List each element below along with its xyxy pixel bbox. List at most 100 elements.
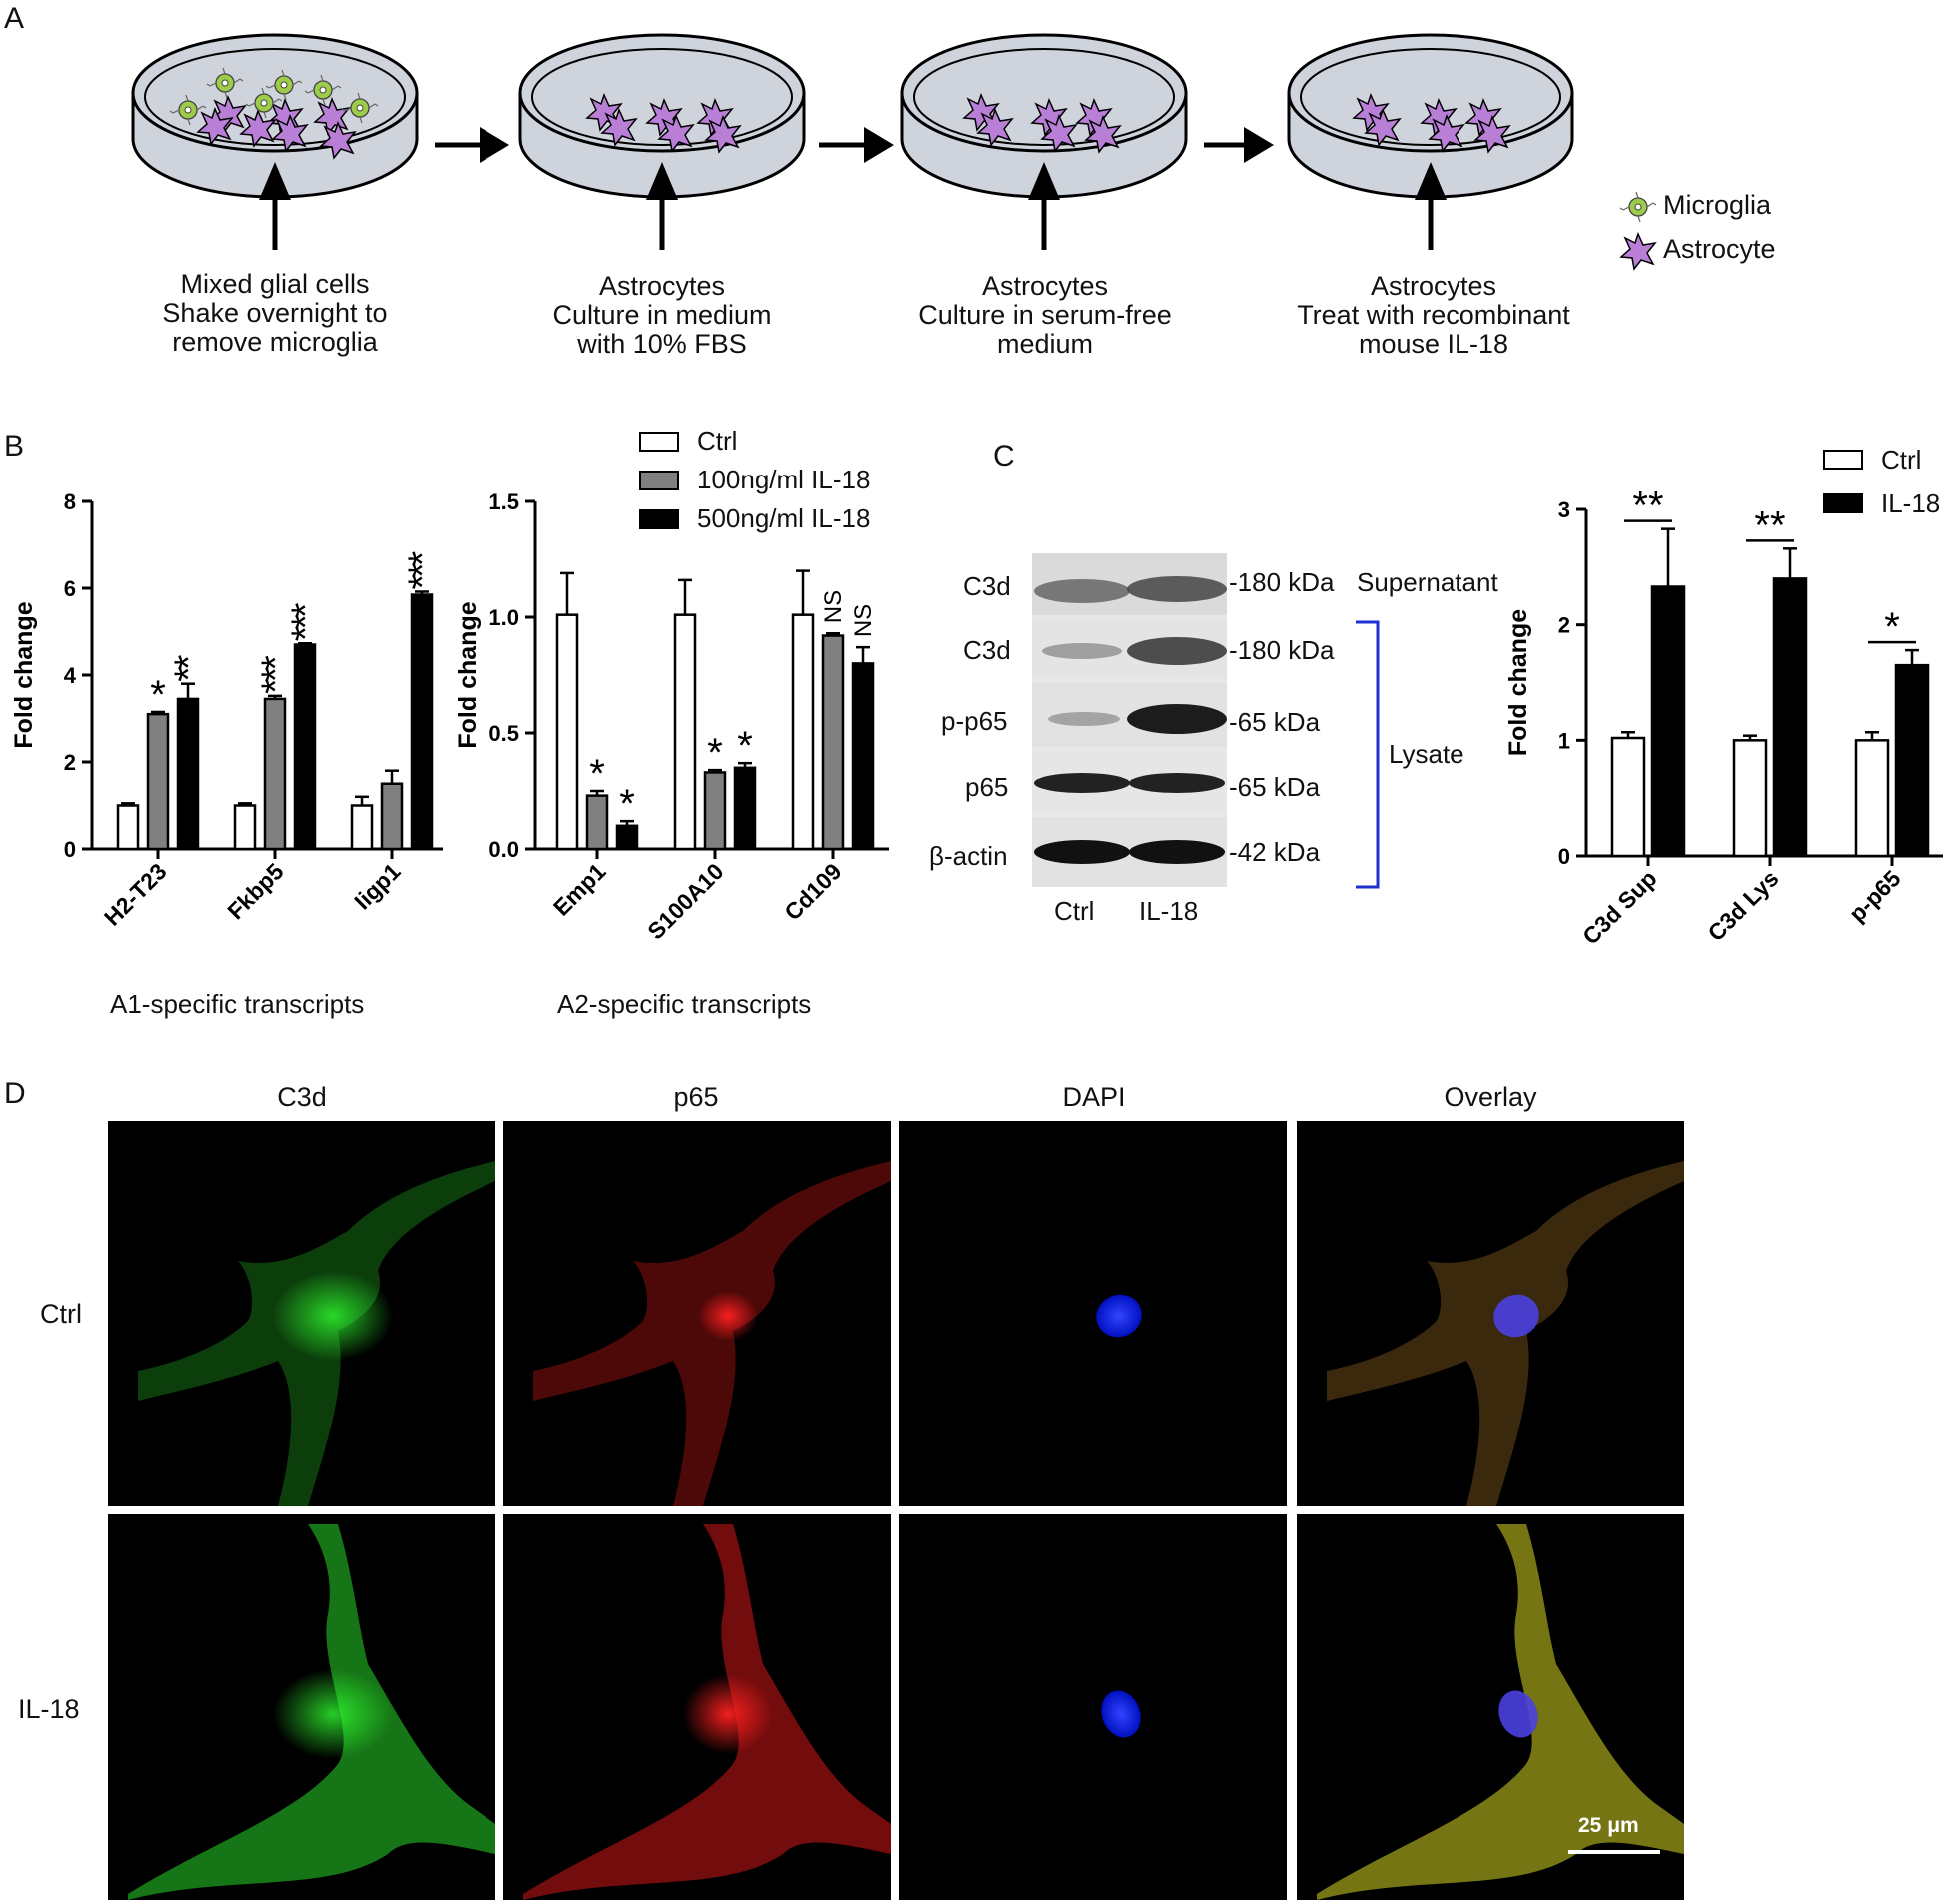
bar bbox=[410, 593, 434, 851]
legend-500ng-label: 500ng/ml IL-18 bbox=[697, 503, 871, 533]
arrow-right-1 bbox=[435, 127, 509, 163]
legend-ctrl-label: Ctrl bbox=[697, 426, 738, 456]
bar bbox=[1894, 663, 1930, 858]
micrograph-il18-dapi bbox=[899, 1514, 1287, 1900]
step-4-text: Astrocytes Treat with recombinant mouse IL… bbox=[1297, 271, 1570, 359]
blot-kda-beta-actin: -42 kDa bbox=[1229, 837, 1321, 867]
lane-label-il18: IL-18 bbox=[1139, 896, 1199, 926]
legend-microglia-label: Microglia bbox=[1663, 190, 1772, 220]
bar bbox=[585, 794, 609, 851]
x-tick-label: C3d Sup bbox=[1577, 865, 1661, 949]
significance-label: ** bbox=[167, 655, 211, 682]
blot-label-c3d-lys: C3d bbox=[963, 635, 1011, 665]
y-tick-label: 0.5 bbox=[488, 721, 519, 746]
micrograph-image bbox=[533, 1161, 891, 1506]
x-tick-label: S100A10 bbox=[642, 858, 728, 944]
micrograph-ctrl-p65 bbox=[503, 1121, 891, 1506]
micrograph-image bbox=[523, 1524, 891, 1900]
blot-kda-p-p65: -65 kDa bbox=[1229, 707, 1321, 737]
arrow-right-2 bbox=[819, 127, 894, 163]
significance-label: * bbox=[589, 752, 605, 796]
blot-label-beta-actin: β-actin bbox=[929, 841, 1008, 871]
micrograph-image bbox=[1096, 1294, 1142, 1338]
blot-bands bbox=[1032, 553, 1227, 887]
bar bbox=[293, 643, 317, 851]
micrograph-image bbox=[128, 1524, 495, 1900]
bar bbox=[146, 712, 170, 851]
legend-astrocyte-label: Astrocyte bbox=[1663, 234, 1776, 264]
bar bbox=[1772, 577, 1808, 858]
panel-c-legend: Ctrl IL-18 bbox=[1823, 438, 1940, 525]
micrograph-image bbox=[1317, 1524, 1684, 1900]
y-axis-label: Fold change bbox=[1504, 609, 1532, 756]
row-label-il18: IL-18 bbox=[18, 1694, 80, 1724]
scale-bar bbox=[1568, 1850, 1660, 1854]
micrograph-ctrl-overlay bbox=[1297, 1121, 1684, 1506]
bar bbox=[703, 771, 727, 851]
blot-label-p65: p65 bbox=[965, 772, 1009, 802]
chart-c-quantification: 0 1 2 3 Fold change C3d Sup ** C3d Lys ** p-p65 * bbox=[1504, 484, 1943, 949]
micrograph-image bbox=[1327, 1161, 1684, 1506]
micrograph-il18-overlay bbox=[1297, 1514, 1684, 1900]
y-tick-label: 2 bbox=[1558, 613, 1570, 638]
panel-label-a: A bbox=[4, 2, 25, 35]
y-tick-label: 4 bbox=[64, 663, 77, 688]
significance-label: *** bbox=[284, 603, 328, 641]
x-tick-label: H2-T23 bbox=[99, 858, 172, 931]
y-tick-label: 0 bbox=[64, 837, 76, 862]
micrograph-ctrl-dapi bbox=[899, 1121, 1287, 1506]
y-tick-label: 1 bbox=[1558, 728, 1570, 753]
step-2-text: Astrocytes Culture in medium with 10% FBS bbox=[552, 271, 772, 359]
significance-label: *** bbox=[254, 656, 298, 694]
bar bbox=[555, 613, 579, 851]
panel-label-d: D bbox=[4, 1077, 26, 1110]
lysate-bracket bbox=[1356, 620, 1380, 889]
col-header-dapi: DAPI bbox=[1062, 1082, 1126, 1112]
bar bbox=[791, 613, 815, 851]
x-tick-label: Emp1 bbox=[548, 858, 611, 921]
significance-label: *** bbox=[401, 551, 445, 589]
y-tick-label: 8 bbox=[64, 489, 76, 514]
x-tick-label: p-p65 bbox=[1844, 865, 1906, 927]
legend-c-swatch-il18 bbox=[1823, 493, 1863, 513]
bar bbox=[733, 766, 757, 851]
significance-label: * bbox=[1884, 605, 1900, 649]
bar bbox=[263, 697, 287, 851]
y-axis-label: Fold change bbox=[455, 601, 482, 748]
y-tick-label: 0 bbox=[1558, 844, 1570, 869]
bar bbox=[350, 804, 374, 851]
x-tick-label: Fkbp5 bbox=[222, 858, 288, 924]
micrograph-image bbox=[138, 1161, 495, 1506]
caption-a1: A1-specific transcripts bbox=[110, 989, 365, 1019]
micrograph-image bbox=[1101, 1690, 1141, 1738]
x-tick-label: C3d Lys bbox=[1702, 865, 1783, 946]
y-tick-label: 1.0 bbox=[488, 605, 519, 630]
bar bbox=[176, 697, 200, 851]
significance-label: ** bbox=[1754, 503, 1785, 547]
legend-swatch-ctrl bbox=[639, 431, 679, 452]
significance-label: * bbox=[737, 724, 753, 768]
col-header-p65: p65 bbox=[673, 1082, 719, 1112]
bar bbox=[851, 662, 875, 851]
culture-workflow-diagram bbox=[131, 33, 1657, 270]
micrograph-ctrl-c3d bbox=[108, 1121, 495, 1506]
bar bbox=[821, 634, 845, 851]
blot-kda-c3d-lys: -180 kDa bbox=[1229, 635, 1335, 665]
bar bbox=[1732, 739, 1768, 858]
y-tick-label: 6 bbox=[64, 576, 76, 601]
bar bbox=[1854, 739, 1890, 858]
legend-c-il18-label: IL-18 bbox=[1881, 487, 1941, 518]
significance-label: * bbox=[150, 673, 166, 717]
blot-label-c3d-sup: C3d bbox=[963, 571, 1011, 601]
caption-a2: A2-specific transcripts bbox=[557, 989, 812, 1019]
significance-label: * bbox=[707, 731, 723, 775]
bar bbox=[673, 613, 697, 851]
legend-swatch-100ng bbox=[639, 470, 679, 490]
significance-label: NS bbox=[850, 604, 877, 637]
dish-astrocytes-il18 bbox=[1287, 33, 1574, 250]
lane-label-ctrl: Ctrl bbox=[1054, 896, 1095, 926]
blot-label-p-p65: p-p65 bbox=[941, 706, 1008, 736]
supernatant-label: Supernatant bbox=[1357, 567, 1498, 597]
bar bbox=[380, 782, 404, 851]
